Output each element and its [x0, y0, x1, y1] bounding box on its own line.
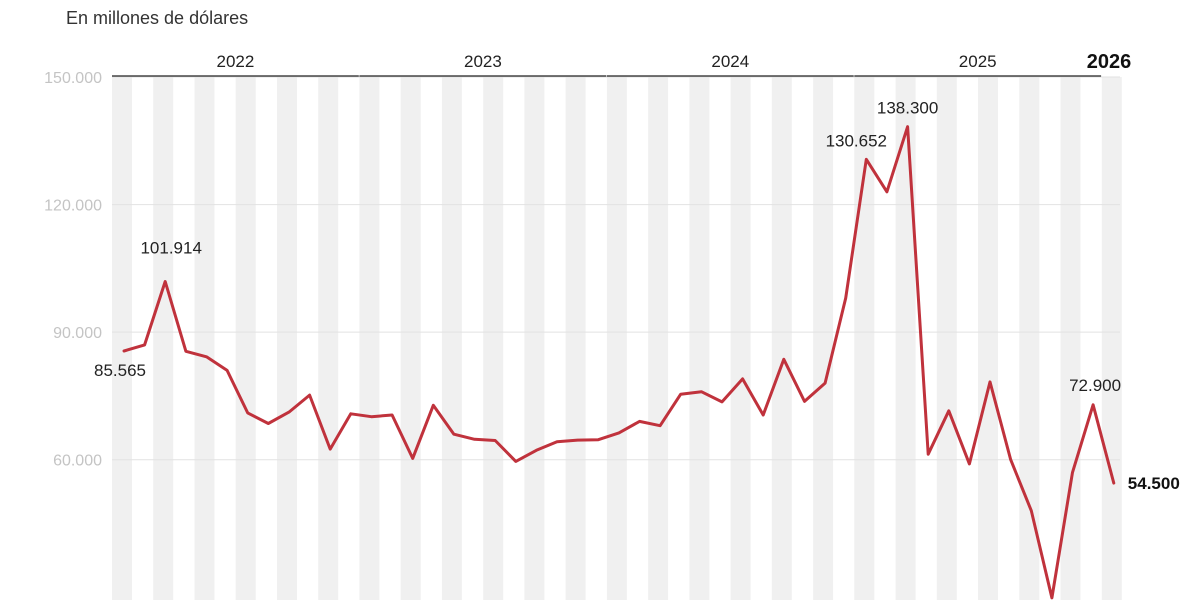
month-stripe — [648, 77, 669, 600]
y-axis: 60.000 90.000 120.000 150.000 — [44, 70, 102, 470]
data-label: 138.300 — [877, 99, 938, 118]
year-label: 2025 — [959, 52, 997, 71]
data-label: 101.914 — [140, 239, 201, 258]
month-stripe — [771, 77, 792, 600]
month-stripe — [730, 77, 751, 600]
month-stripes — [112, 77, 1122, 600]
month-stripe — [524, 77, 545, 600]
y-tick-label: 150.000 — [44, 70, 102, 87]
month-stripe — [813, 77, 834, 600]
year-label: 2023 — [464, 52, 502, 71]
data-label: 72.900 — [1069, 376, 1121, 395]
month-stripe — [936, 77, 957, 600]
data-label: 85.565 — [94, 361, 146, 380]
month-stripe — [689, 77, 710, 600]
month-stripe — [1019, 77, 1040, 600]
month-stripe — [606, 77, 627, 600]
year-label: 2022 — [216, 52, 254, 71]
month-stripe — [854, 77, 875, 600]
year-label: 2026 — [1087, 51, 1132, 73]
month-stripe — [1101, 77, 1122, 600]
month-stripe — [194, 77, 215, 600]
month-stripe — [1060, 77, 1081, 600]
month-stripe — [277, 77, 297, 600]
series-line — [122, 125, 1116, 600]
month-stripe — [895, 77, 916, 600]
month-stripe — [318, 77, 339, 600]
data-label: 130.652 — [826, 131, 887, 150]
month-stripe — [235, 77, 256, 600]
chart-subtitle: En millones de dólares — [66, 8, 248, 28]
year-label: 2024 — [711, 52, 749, 71]
month-stripe — [978, 77, 998, 600]
year-headers: 2022 2023 2024 2025 2026 — [112, 51, 1132, 77]
y-tick-label: 60.000 — [53, 453, 102, 470]
month-stripe — [359, 77, 380, 600]
data-labels: 85.565 101.914 130.652 138.300 72.900 54.500 — [94, 99, 1180, 493]
month-stripe — [112, 77, 132, 600]
month-stripe — [153, 77, 174, 600]
y-tick-label: 120.000 — [44, 198, 102, 215]
y-tick-label: 90.000 — [53, 325, 102, 342]
month-stripe — [483, 77, 504, 600]
month-stripe — [565, 77, 586, 600]
gridlines — [112, 76, 1120, 461]
month-stripe — [441, 77, 462, 600]
data-label: 54.500 — [1128, 474, 1180, 493]
month-stripe — [400, 77, 421, 600]
